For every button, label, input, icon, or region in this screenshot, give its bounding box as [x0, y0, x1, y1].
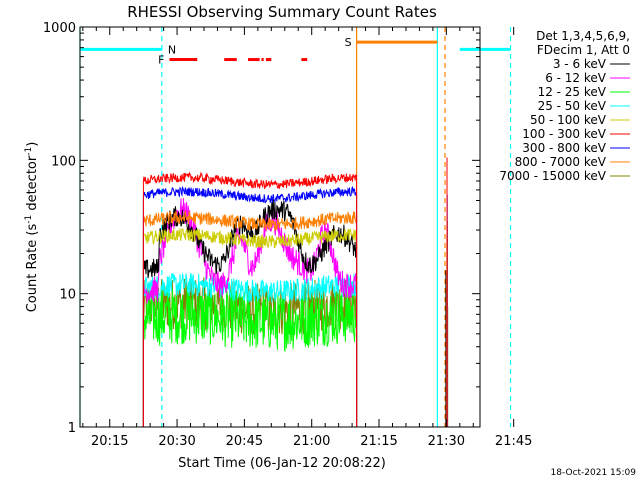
series-trace-100-300-kev: [142, 171, 358, 427]
flag-label-s: S: [345, 36, 352, 49]
series-trace-12-25-kev: [142, 287, 358, 427]
y-tick-label: 10: [59, 288, 76, 303]
series-trace-300-800-kev: [142, 185, 358, 427]
legend-label: 3 - 6 keV: [553, 57, 607, 71]
legend-label: 100 - 300 keV: [522, 127, 606, 141]
plot-frame: [79, 26, 481, 428]
legend-label: 6 - 12 keV: [545, 71, 607, 85]
series-trace-50-100-kev: [142, 227, 358, 427]
legend-label: 300 - 800 keV: [522, 141, 606, 155]
legend: Det 1,3,4,5,6,9,FDecim 1, Att 03 - 6 keV…: [499, 29, 630, 183]
flag-label-f: F: [158, 54, 164, 67]
x-tick-label: 21:30: [428, 434, 465, 449]
legend-header-line: Det 1,3,4,5,6,9,: [536, 29, 630, 43]
legend-label: 800 - 7000 keV: [515, 155, 607, 169]
y-tick-label: 100: [51, 154, 76, 169]
series-trace-25-50-kev: [142, 272, 358, 427]
flag-label-n: N: [168, 43, 176, 56]
series-trace-7000-15000-kev: [142, 276, 358, 427]
legend-label: 7000 - 15000 keV: [499, 169, 606, 183]
x-tick-label: 21:15: [360, 434, 397, 449]
legend-label: 12 - 25 keV: [538, 85, 607, 99]
y-tick-label: 1000: [43, 21, 76, 36]
state-flags: NF S: [80, 36, 511, 67]
series-traces: [142, 157, 449, 427]
legend-label: 50 - 100 keV: [530, 113, 607, 127]
x-tick-label: 20:45: [226, 434, 263, 449]
legend-header-line: FDecim 1, Att 0: [537, 43, 630, 57]
series-trace-3-6-kev: [142, 199, 358, 427]
legend-label: 25 - 50 keV: [538, 99, 607, 113]
x-axis-label: Start Time (06-Jan-12 20:08:22): [178, 456, 386, 471]
y-tick-label: 1: [68, 421, 76, 436]
timestamp: 18-Oct-2021 15:09: [551, 468, 637, 478]
x-tick-label: 21:45: [495, 434, 532, 449]
x-tick-label: 20:15: [91, 434, 128, 449]
chart-title: RHESSI Observing Summary Count Rates: [127, 3, 437, 21]
x-tick-label: 20:30: [158, 434, 195, 449]
axes: 20:15 20:30 20:45 21:00 21:15 21:30 21:45 1 10 10…: [43, 21, 532, 449]
series-trace-800-7000-kev: [142, 209, 358, 427]
x-tick-label: 21:00: [293, 434, 330, 449]
y-axis-label: Count Rate (s-1 detector-1): [24, 142, 40, 313]
